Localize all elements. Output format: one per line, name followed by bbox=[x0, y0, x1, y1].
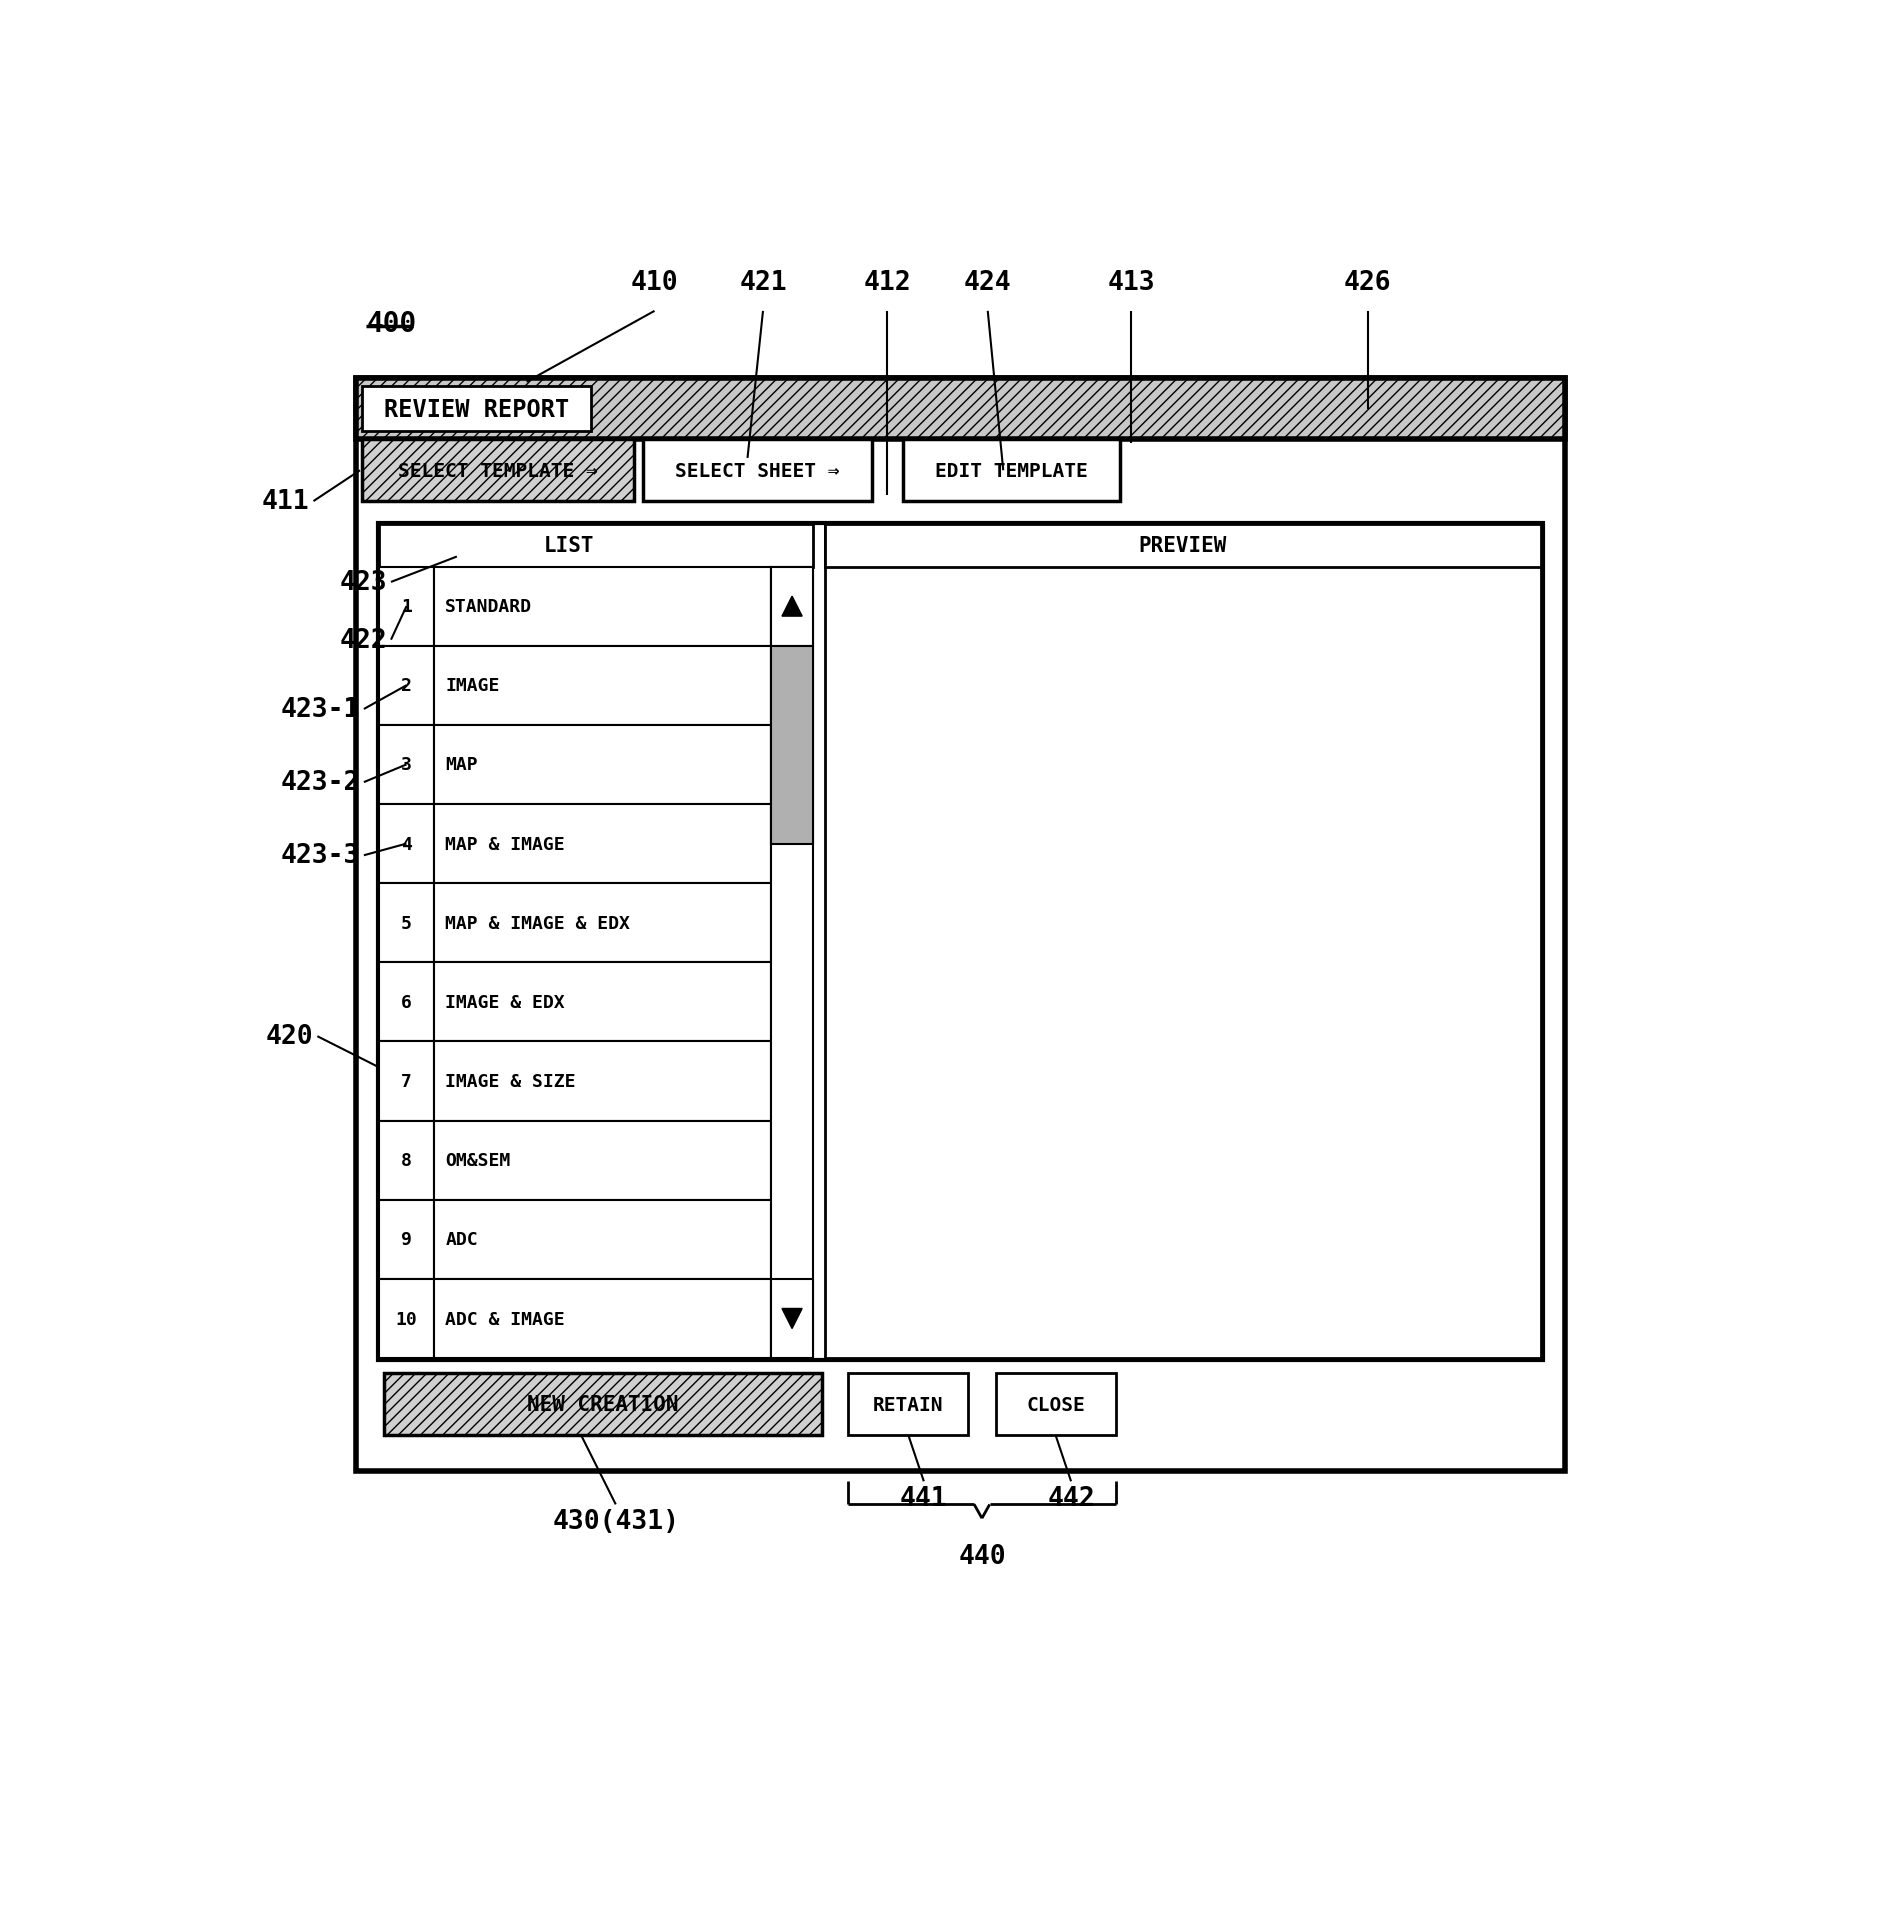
Text: 8: 8 bbox=[400, 1153, 412, 1170]
Text: IMAGE: IMAGE bbox=[446, 676, 500, 695]
Bar bbox=[825, 526, 1541, 1358]
Text: REVIEW REPORT: REVIEW REPORT bbox=[383, 398, 570, 421]
Polygon shape bbox=[782, 1309, 802, 1330]
Text: 424: 424 bbox=[965, 271, 1012, 297]
Bar bbox=[357, 379, 1565, 440]
Text: 7: 7 bbox=[400, 1073, 412, 1090]
Text: 423: 423 bbox=[340, 570, 387, 596]
Text: SELECT TEMPLATE ⇒: SELECT TEMPLATE ⇒ bbox=[398, 461, 598, 480]
Bar bbox=[434, 962, 770, 1042]
Text: 440: 440 bbox=[957, 1543, 1006, 1570]
Bar bbox=[434, 646, 770, 726]
Bar bbox=[434, 1042, 770, 1120]
Text: PREVIEW: PREVIEW bbox=[1138, 535, 1227, 556]
Text: NEW CREATION: NEW CREATION bbox=[527, 1394, 678, 1415]
Bar bbox=[644, 440, 872, 501]
Text: CLOSE: CLOSE bbox=[1027, 1394, 1086, 1414]
Text: IMAGE & SIZE: IMAGE & SIZE bbox=[446, 1073, 576, 1090]
Bar bbox=[434, 568, 770, 646]
Bar bbox=[379, 646, 434, 726]
Polygon shape bbox=[782, 596, 802, 617]
Text: OM&SEM: OM&SEM bbox=[446, 1153, 510, 1170]
Text: 411: 411 bbox=[262, 490, 310, 514]
Bar bbox=[379, 962, 434, 1042]
Bar bbox=[379, 568, 434, 646]
Bar bbox=[995, 1374, 1116, 1434]
Text: STANDARD: STANDARD bbox=[446, 598, 532, 615]
Text: 420: 420 bbox=[266, 1023, 313, 1050]
Text: 426: 426 bbox=[1344, 271, 1391, 297]
Bar bbox=[770, 1280, 814, 1358]
Bar bbox=[770, 646, 814, 844]
Text: 442: 442 bbox=[1048, 1486, 1095, 1511]
Bar bbox=[379, 526, 814, 568]
Text: 3: 3 bbox=[400, 756, 412, 773]
Bar bbox=[357, 379, 1565, 1471]
Text: 4: 4 bbox=[400, 834, 412, 853]
Bar bbox=[383, 1374, 821, 1434]
Text: 9: 9 bbox=[400, 1231, 412, 1248]
Bar bbox=[379, 1042, 434, 1120]
Bar bbox=[434, 726, 770, 804]
Bar bbox=[379, 1280, 434, 1358]
Bar bbox=[378, 524, 1542, 1360]
Text: 421: 421 bbox=[740, 271, 787, 297]
Bar bbox=[379, 884, 434, 962]
Text: 412: 412 bbox=[863, 271, 910, 297]
Bar bbox=[434, 884, 770, 962]
Bar bbox=[362, 387, 591, 432]
Bar bbox=[770, 568, 814, 1358]
Text: 1: 1 bbox=[400, 598, 412, 615]
Text: 430(431): 430(431) bbox=[553, 1509, 680, 1534]
Text: 5: 5 bbox=[400, 914, 412, 932]
Bar bbox=[379, 804, 434, 884]
Bar bbox=[434, 804, 770, 884]
Bar bbox=[379, 1120, 434, 1200]
Bar bbox=[362, 440, 634, 501]
Bar bbox=[434, 1120, 770, 1200]
Text: ADC: ADC bbox=[446, 1231, 478, 1248]
Bar bbox=[379, 1200, 434, 1280]
Text: RETAIN: RETAIN bbox=[872, 1394, 944, 1414]
Text: MAP & IMAGE: MAP & IMAGE bbox=[446, 834, 565, 853]
Text: 400: 400 bbox=[366, 309, 417, 337]
Text: ADC & IMAGE: ADC & IMAGE bbox=[446, 1311, 565, 1328]
Text: 423-1: 423-1 bbox=[281, 697, 361, 722]
Text: SELECT SHEET ⇒: SELECT SHEET ⇒ bbox=[674, 461, 840, 480]
Text: 441: 441 bbox=[901, 1486, 948, 1511]
Bar bbox=[434, 1280, 770, 1358]
Text: MAP: MAP bbox=[446, 756, 478, 773]
Text: 413: 413 bbox=[1108, 271, 1155, 297]
Bar bbox=[902, 440, 1120, 501]
Text: 423-2: 423-2 bbox=[281, 770, 361, 796]
Text: 410: 410 bbox=[631, 271, 678, 297]
Text: MAP & IMAGE & EDX: MAP & IMAGE & EDX bbox=[446, 914, 631, 932]
Bar bbox=[825, 526, 1541, 568]
Bar bbox=[434, 1200, 770, 1280]
Text: IMAGE & EDX: IMAGE & EDX bbox=[446, 993, 565, 1012]
Text: 2: 2 bbox=[400, 676, 412, 695]
Text: 10: 10 bbox=[396, 1311, 417, 1328]
Text: LIST: LIST bbox=[544, 535, 595, 556]
Bar bbox=[379, 726, 434, 804]
Text: 423-3: 423-3 bbox=[281, 842, 361, 869]
Text: 6: 6 bbox=[400, 993, 412, 1012]
Text: EDIT TEMPLATE: EDIT TEMPLATE bbox=[935, 461, 1087, 480]
Text: 422: 422 bbox=[340, 627, 387, 653]
Bar bbox=[848, 1374, 969, 1434]
Bar bbox=[770, 568, 814, 646]
